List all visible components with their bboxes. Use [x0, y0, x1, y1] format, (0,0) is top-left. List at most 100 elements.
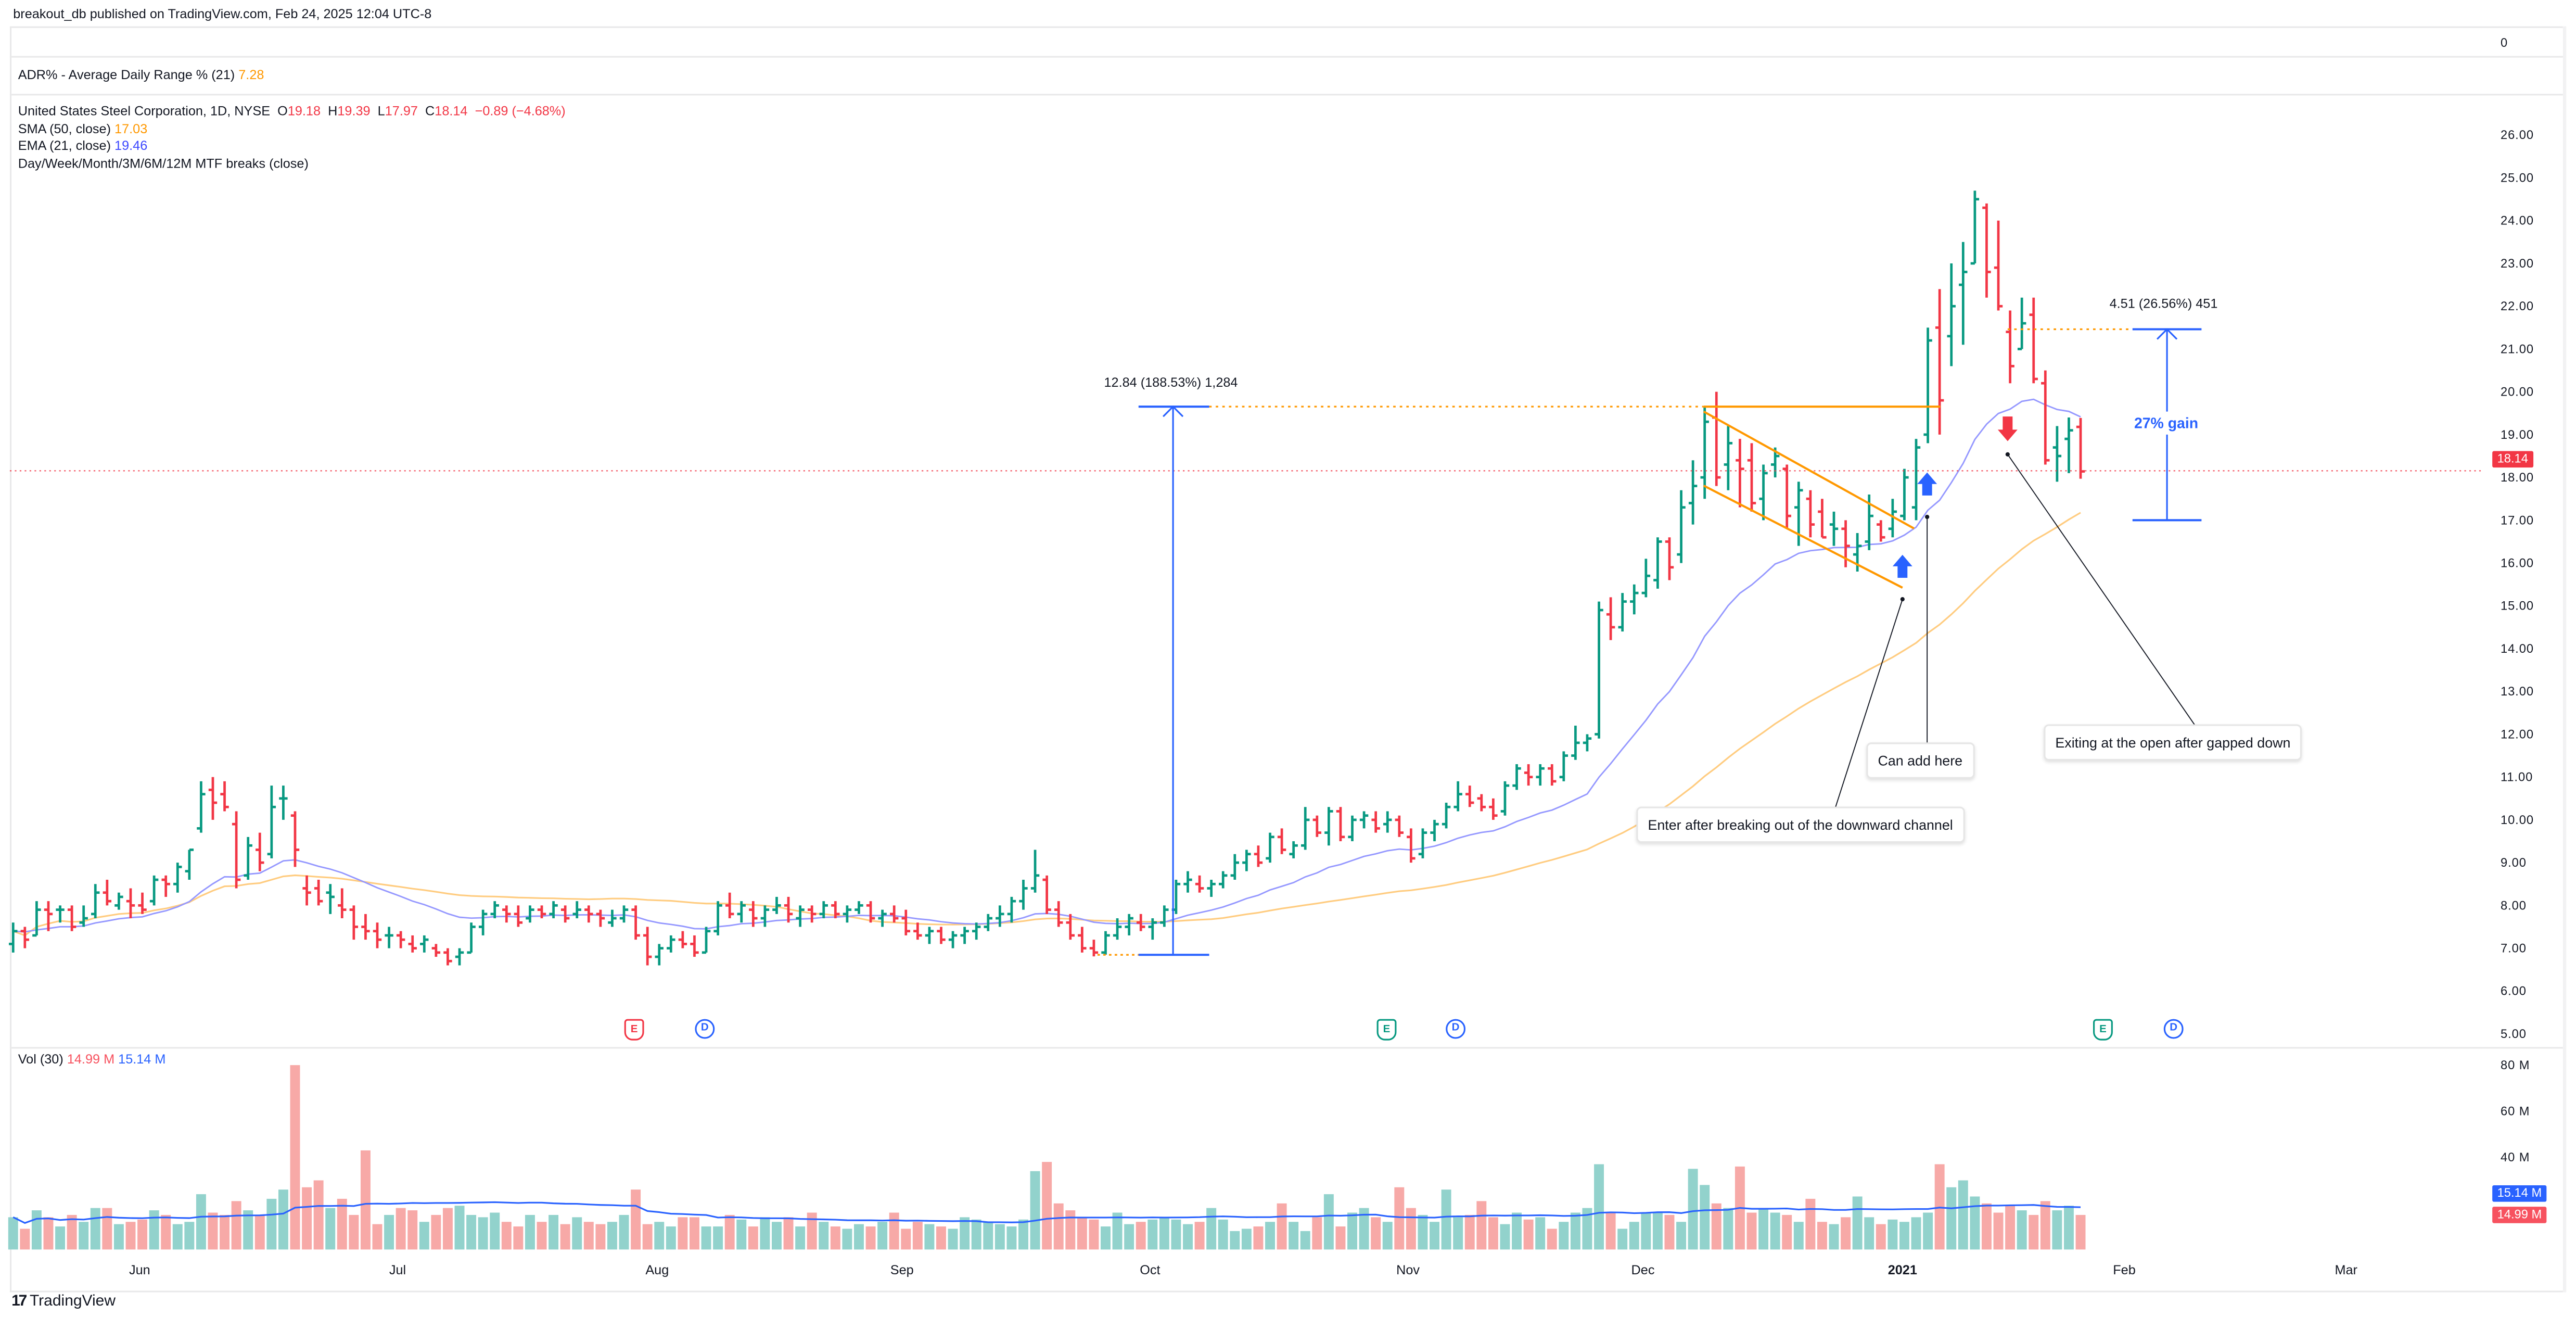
- ohlc-bar: [1054, 901, 1063, 927]
- tradingview-logo-icon: 17: [11, 1292, 27, 1311]
- earnings-event-icon[interactable]: E: [624, 1019, 644, 1041]
- volume-bar: [1981, 1203, 1992, 1250]
- ohlc-bar: [502, 905, 511, 923]
- dividend-event-icon[interactable]: D: [695, 1019, 715, 1039]
- ohlc-bar: [1465, 786, 1474, 807]
- volume-bar: [736, 1219, 747, 1250]
- volume-bar: [654, 1222, 665, 1250]
- measure-2-label[interactable]: 4.51 (26.56%) 451: [2109, 296, 2218, 311]
- price-axis-label: 15.00: [2500, 598, 2534, 614]
- volume-bar: [1852, 1196, 1863, 1250]
- ohlc-bar: [1982, 203, 1991, 298]
- mtf-legend[interactable]: Day/Week/Month/3M/6M/12M MTF breaks (clo…: [18, 156, 309, 171]
- ohlc-bar: [420, 935, 429, 953]
- callout-exit[interactable]: Exiting at the open after gapped down: [2044, 724, 2302, 761]
- time-label: Dec: [1631, 1262, 1655, 1278]
- callout-enter[interactable]: Enter after breaking out of the downward…: [1636, 806, 1965, 843]
- time-label: Sep: [890, 1262, 914, 1278]
- ohlc-bar: [784, 896, 793, 923]
- volume-bar: [689, 1217, 699, 1250]
- volume-bar: [1030, 1171, 1040, 1250]
- price-axis-label: 12.00: [2500, 727, 2534, 742]
- volume-bar: [2063, 1206, 2074, 1250]
- price-axis-label: 26.00: [2500, 128, 2534, 143]
- ohlc-bar: [1900, 468, 1909, 521]
- ohlc-bar: [267, 786, 276, 858]
- ohlc-bar: [1371, 811, 1380, 833]
- ohlc-bar: [2076, 417, 2085, 479]
- volume-bar: [795, 1226, 806, 1250]
- ohlc-bar: [455, 948, 464, 966]
- ohlc-bar: [1219, 871, 1228, 889]
- adr-legend[interactable]: ADR% - Average Daily Range % (21) 7.28: [18, 68, 264, 82]
- measure-2-arrowhead-icon: [2157, 328, 2178, 340]
- ohlc-bar: [1829, 511, 1839, 546]
- volume-bar: [971, 1219, 981, 1250]
- volume-bar: [1805, 1198, 1816, 1250]
- ohlc-bar: [1524, 764, 1533, 786]
- ohlc-bar: [631, 905, 640, 940]
- volume-bar: [442, 1208, 453, 1250]
- ohlc-bar: [20, 927, 30, 948]
- ema-legend[interactable]: EMA (21, close) 19.46: [18, 138, 148, 153]
- price-axis-label: 7.00: [2500, 941, 2527, 956]
- ohlc-bar: [1242, 850, 1251, 871]
- open-value: 19.18: [287, 104, 321, 119]
- volume-bar: [607, 1222, 617, 1250]
- ohlc-bar: [948, 931, 958, 948]
- channel-upper-line[interactable]: [1703, 410, 1915, 529]
- price-axis-label: 11.00: [2500, 769, 2533, 784]
- ohlc-bar: [1078, 927, 1087, 953]
- ohlc-bar: [1007, 896, 1016, 923]
- ohlc-bar: [232, 811, 241, 889]
- volume-bar: [678, 1217, 688, 1250]
- time-label: Nov: [1396, 1262, 1420, 1278]
- volume-bar: [79, 1222, 89, 1250]
- volume-bar: [1289, 1222, 1299, 1250]
- ohlc-bar: [1418, 828, 1427, 858]
- channel-lower-line[interactable]: [1703, 485, 1903, 589]
- earnings-event-icon[interactable]: E: [2093, 1019, 2113, 1041]
- ohlc-bar: [1137, 914, 1145, 931]
- dividend-event-icon[interactable]: D: [2163, 1019, 2184, 1039]
- gain-label[interactable]: 27% gain: [2134, 414, 2199, 432]
- sma-legend[interactable]: SMA (50, close) 17.03: [18, 122, 148, 136]
- dividend-event-icon[interactable]: D: [1446, 1019, 1466, 1039]
- volume-bar: [936, 1226, 946, 1250]
- symbol-legend[interactable]: United States Steel Corporation, 1D, NYS…: [18, 104, 566, 118]
- ohlc-bar: [1500, 781, 1510, 816]
- measure-1-label[interactable]: 12.84 (188.53%) 1,284: [1104, 375, 1238, 390]
- volume-bar: [67, 1214, 77, 1250]
- ohlc-bar: [702, 927, 711, 954]
- divider: [9, 26, 2563, 28]
- high-value: 19.39: [337, 104, 371, 119]
- ohlc-bar: [1195, 875, 1204, 893]
- volume-bar: [983, 1222, 993, 1250]
- volume-bar: [396, 1208, 406, 1250]
- ohlc-bar: [161, 875, 170, 897]
- ohlc-bar: [1688, 460, 1698, 525]
- ohlc-bar: [1947, 263, 1956, 366]
- ohlc-bar: [361, 914, 370, 940]
- low-value: 17.97: [385, 104, 418, 119]
- volume-bar: [220, 1214, 230, 1250]
- volume-value: 14.99 M: [67, 1052, 115, 1067]
- ohlc-bar: [314, 880, 323, 906]
- volume-label: Vol (30): [18, 1052, 63, 1067]
- high-label: H: [328, 104, 338, 119]
- ohlc-bar: [1747, 443, 1756, 512]
- arrow-up-icon: [1892, 554, 1912, 578]
- callout-add[interactable]: Can add here: [1866, 742, 1974, 779]
- volume-bar: [2029, 1214, 2039, 1250]
- tradingview-logo[interactable]: 17 TradingView: [11, 1293, 116, 1311]
- volume-bar: [1464, 1214, 1475, 1250]
- volume-legend[interactable]: Vol (30) 14.99 M 15.14 M: [18, 1052, 166, 1067]
- volume-bar: [1441, 1189, 1451, 1250]
- volume-bar: [1723, 1208, 1733, 1250]
- volume-bar: [55, 1226, 66, 1250]
- volume-bar: [1218, 1219, 1228, 1250]
- earnings-event-icon[interactable]: E: [1376, 1019, 1397, 1041]
- volume-bar: [701, 1226, 711, 1250]
- ohlc-bar: [819, 901, 828, 919]
